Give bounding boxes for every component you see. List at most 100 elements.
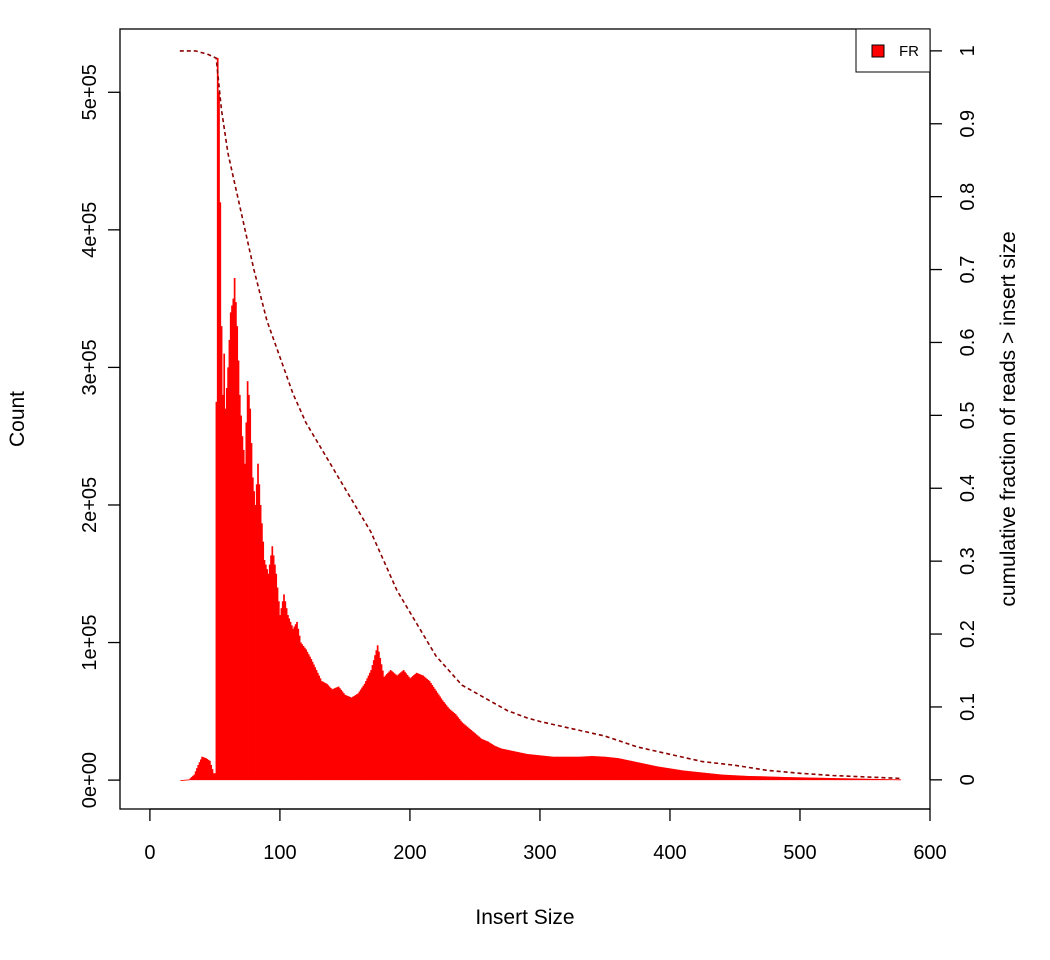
histogram-bar — [314, 667, 317, 781]
histogram-bar — [244, 463, 246, 781]
histogram-bar — [196, 768, 198, 781]
histogram-bar — [363, 683, 366, 781]
histogram-bar — [886, 779, 889, 781]
histogram-bar — [773, 776, 776, 781]
histogram-bar — [294, 624, 297, 781]
histogram-bar — [647, 764, 649, 781]
histogram-bar — [513, 751, 515, 781]
histogram-bar — [181, 779, 184, 781]
histogram-bar — [843, 778, 846, 781]
histogram-bar — [341, 691, 344, 781]
histogram-bar — [216, 57, 219, 781]
histogram-bar — [190, 777, 193, 781]
y-tick-label: 4e+05 — [79, 202, 101, 258]
histogram-bar — [691, 771, 694, 781]
histogram-bar — [394, 674, 397, 781]
histogram-bar — [662, 767, 665, 781]
y-axis-right: 0 0.1 0.2 0.3 0.4 0.5 0.6 0.7 0.8 0.9 1 — [929, 45, 979, 785]
histogram-bar — [465, 725, 467, 781]
histogram-bar — [561, 756, 564, 781]
histogram-bar — [625, 759, 627, 781]
histogram-bar — [483, 739, 486, 781]
histogram-bar — [579, 756, 582, 781]
legend-box — [855, 28, 931, 73]
histogram-bar — [740, 775, 743, 781]
histogram-bar — [241, 436, 244, 781]
histogram-bar — [664, 767, 666, 781]
histogram-bar — [679, 770, 682, 781]
histogram-bar — [515, 751, 518, 781]
histogram-bar — [644, 763, 647, 781]
histogram-bar — [772, 776, 774, 781]
histogram-bar — [496, 746, 499, 781]
histogram-bar — [835, 778, 838, 781]
histogram-bar — [770, 776, 773, 781]
histogram-bar — [707, 773, 709, 781]
histogram-bar — [736, 775, 739, 781]
y2-tick-label: 0.5 — [957, 401, 979, 429]
histogram-bar — [804, 777, 807, 781]
histogram-bar — [214, 773, 216, 781]
histogram-bar — [495, 746, 497, 781]
histogram-bar — [539, 755, 542, 781]
histogram-bar — [879, 779, 882, 781]
histogram-bar — [449, 709, 452, 781]
histogram-bar — [397, 674, 400, 781]
histogram-bar — [818, 777, 821, 781]
histogram-bar — [419, 674, 422, 781]
histogram-bar — [439, 696, 441, 781]
histogram-bar — [682, 770, 685, 781]
histogram-bar — [240, 415, 242, 781]
histogram-bar — [876, 778, 878, 781]
histogram-bar — [192, 775, 194, 781]
histogram-bar — [807, 777, 809, 781]
y2-tick-label: 0.4 — [957, 474, 979, 502]
histogram-bar — [593, 756, 596, 781]
histogram-bar — [224, 408, 227, 781]
histogram-bar — [275, 573, 278, 781]
histogram-bar — [626, 760, 629, 781]
histogram-bar — [844, 778, 847, 781]
histogram-bar — [404, 671, 406, 781]
histogram-bar — [212, 773, 215, 781]
histogram-bar — [354, 695, 357, 781]
histogram-bar — [505, 749, 508, 781]
histogram-bar — [599, 756, 601, 781]
histogram-bar — [848, 778, 851, 781]
histogram-bar — [422, 675, 424, 781]
histogram-bar — [426, 678, 428, 781]
histogram-bar — [814, 777, 817, 781]
histogram-bar — [895, 779, 898, 781]
histogram-bar — [590, 756, 592, 781]
histogram-bar — [248, 394, 250, 781]
histogram-bar — [501, 748, 504, 781]
histogram-bar — [744, 775, 747, 781]
histogram-bar — [746, 775, 748, 781]
histogram-bar — [708, 773, 711, 781]
histogram-bar — [873, 778, 876, 781]
histogram-bar — [430, 682, 432, 781]
histogram-bar — [371, 665, 374, 781]
histogram-bar — [718, 774, 721, 781]
histogram-bar — [358, 691, 361, 781]
histogram-bar — [374, 655, 376, 781]
histogram-bar — [279, 615, 281, 781]
histogram-bar — [437, 694, 440, 781]
histogram-bar — [365, 681, 367, 781]
histogram-bar — [786, 777, 789, 781]
x-tick-label: 400 — [653, 842, 686, 864]
histogram-bar — [293, 626, 296, 781]
histogram-bar — [250, 443, 253, 781]
histogram-bar — [444, 703, 447, 781]
histogram-bar — [357, 693, 359, 781]
histogram-bar — [362, 685, 365, 781]
histogram-bar — [210, 764, 213, 781]
histogram-bar — [427, 679, 430, 781]
histogram-bar — [402, 670, 405, 781]
histogram-bar — [459, 720, 462, 781]
histogram-bar — [571, 756, 574, 781]
histogram-bar — [695, 771, 698, 781]
histogram-bar — [381, 670, 384, 781]
histogram-bar — [684, 770, 687, 781]
histogram-bar — [877, 779, 880, 781]
